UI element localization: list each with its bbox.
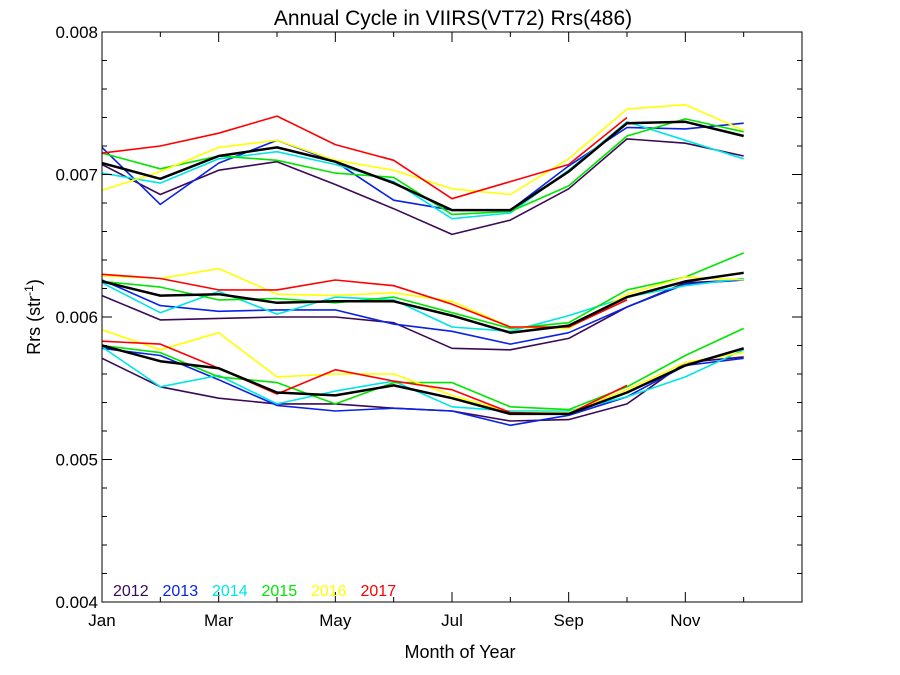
legend: 2012 2013 2014 2015 2016 2017 — [113, 583, 396, 600]
x-tick-label: Sep — [554, 611, 584, 630]
series-line-2017 — [101, 273, 628, 328]
series-line-mean — [101, 271, 744, 334]
x-tick-label: Mar — [204, 611, 234, 630]
legend-item-2016: 2016 — [311, 583, 347, 600]
plot-frame — [101, 31, 803, 603]
series-line-mean — [101, 120, 744, 212]
y-axis: 0.004 0.005 0.006 0.007 0.008 — [55, 23, 802, 612]
x-tick-label: May — [319, 611, 352, 630]
series-line-2015 — [101, 252, 745, 330]
series-line-2017 — [101, 115, 628, 200]
x-axis-title: Month of Year — [404, 642, 515, 662]
x-tick-label: Nov — [670, 611, 701, 630]
series-line-mean — [101, 344, 745, 416]
legend-item-2015: 2015 — [262, 583, 298, 600]
series-line-2013 — [101, 122, 744, 211]
series-mean — [101, 120, 745, 416]
series-line-2016 — [101, 267, 744, 330]
legend-item-2014: 2014 — [212, 583, 248, 600]
y-axis-title-exponent: -1 — [22, 285, 36, 296]
y-tick-label: 0.007 — [55, 166, 98, 185]
y-tick-label: 0.006 — [55, 308, 98, 327]
series-line-2014 — [101, 346, 745, 412]
chart-title: Annual Cycle in VIIRS(VT72) Rrs(486) — [274, 7, 632, 30]
series-line-2014 — [101, 121, 744, 220]
legend-item-2017: 2017 — [361, 583, 397, 600]
y-tick-label: 0.004 — [55, 593, 98, 612]
legend-item-2013: 2013 — [163, 583, 199, 600]
y-axis-title: Rrs (str-1) — [22, 279, 44, 355]
series-line-2016 — [101, 103, 745, 196]
series-line-2012 — [101, 138, 744, 236]
series-line-2013 — [101, 279, 744, 345]
legend-item-2012: 2012 — [113, 583, 149, 600]
y-tick-label: 0.008 — [55, 23, 98, 42]
series-line-2013 — [101, 347, 744, 427]
series-line-2017 — [101, 340, 628, 415]
y-tick-label: 0.005 — [55, 451, 98, 470]
series-2013 — [101, 122, 744, 427]
x-axis: Jan Mar May Jul Sep Nov — [88, 32, 803, 630]
series-line-2015 — [101, 327, 745, 411]
x-tick-label: Jan — [88, 611, 115, 630]
y-axis-title-close: ) — [24, 279, 44, 285]
y-axis-title-text: Rrs (str — [24, 296, 44, 355]
x-tick-label: Jul — [441, 611, 463, 630]
series-2017 — [101, 115, 628, 415]
plot-area — [101, 103, 745, 427]
